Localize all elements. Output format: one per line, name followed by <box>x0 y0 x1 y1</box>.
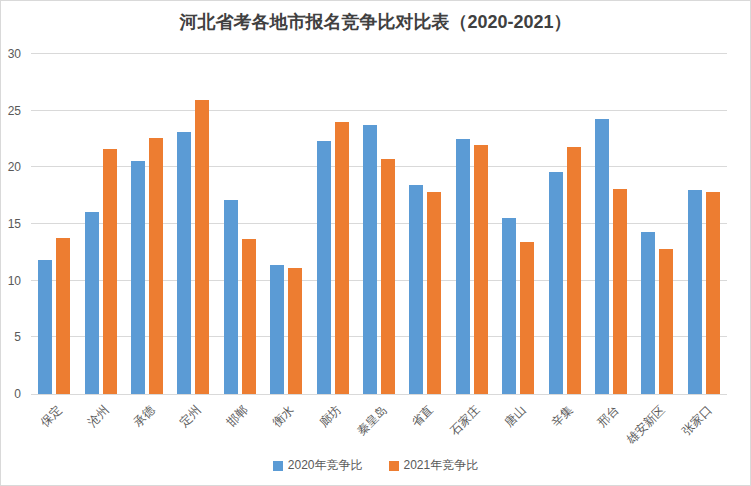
bar-group-雄安新区 <box>634 54 680 394</box>
bar-2020年竞争比-沧州 <box>85 212 99 394</box>
bar-group-沧州 <box>77 54 123 394</box>
legend: 2020年竞争比 2021年竞争比 <box>1 457 750 474</box>
x-tick-label-辛集: 辛集 <box>548 402 577 431</box>
x-tick-秦皇岛: 秦皇岛 <box>356 395 402 451</box>
bar-2020年竞争比-张家口 <box>688 190 702 394</box>
bar-group-邯郸 <box>217 54 263 394</box>
x-axis: 保定沧州承德定州邯郸衡水廊坊秦皇岛省直石家庄唐山辛集邢台雄安新区张家口 <box>31 395 727 451</box>
legend-swatch-2020-icon <box>273 461 283 471</box>
y-axis: 051015202530 <box>1 54 23 394</box>
y-tick-label-20: 20 <box>1 159 21 175</box>
bar-2021年竞争比-邢台 <box>613 189 627 394</box>
x-tick-省直: 省直 <box>402 395 448 451</box>
x-tick-承德: 承德 <box>124 395 170 451</box>
bar-2020年竞争比-邯郸 <box>224 200 238 394</box>
x-tick-label-邯郸: 邯郸 <box>223 402 252 431</box>
x-tick-定州: 定州 <box>170 395 216 451</box>
bar-2021年竞争比-辛集 <box>567 147 581 394</box>
x-tick-廊坊: 廊坊 <box>309 395 355 451</box>
legend-item-2020: 2020年竞争比 <box>273 457 363 474</box>
bar-2020年竞争比-唐山 <box>502 218 516 394</box>
bar-group-秦皇岛 <box>356 54 402 394</box>
x-tick-label-唐山: 唐山 <box>501 402 530 431</box>
x-tick-label-保定: 保定 <box>37 402 66 431</box>
x-tick-label-沧州: 沧州 <box>84 402 113 431</box>
x-tick-label-石家庄: 石家庄 <box>446 402 483 439</box>
chart-canvas: 河北省考各地市报名竞争比对比表（2020-2021） 051015202530 … <box>0 0 751 486</box>
bar-2020年竞争比-承德 <box>131 161 145 394</box>
bar-2021年竞争比-唐山 <box>520 242 534 394</box>
x-tick-唐山: 唐山 <box>495 395 541 451</box>
bar-group-邢台 <box>588 54 634 394</box>
x-tick-雄安新区: 雄安新区 <box>634 395 680 451</box>
y-tick-label-5: 5 <box>1 329 21 345</box>
bar-group-保定 <box>31 54 77 394</box>
x-tick-label-衡水: 衡水 <box>269 402 298 431</box>
y-tick-label-25: 25 <box>1 103 21 119</box>
x-tick-label-承德: 承德 <box>130 402 159 431</box>
legend-label-2021: 2021年竞争比 <box>404 457 479 474</box>
bar-2020年竞争比-辛集 <box>549 172 563 394</box>
bar-2021年竞争比-承德 <box>149 138 163 394</box>
bar-group-定州 <box>170 54 216 394</box>
x-tick-沧州: 沧州 <box>77 395 123 451</box>
x-tick-保定: 保定 <box>31 395 77 451</box>
bar-group-衡水 <box>263 54 309 394</box>
bar-2021年竞争比-定州 <box>195 100 209 394</box>
bar-group-承德 <box>124 54 170 394</box>
x-tick-石家庄: 石家庄 <box>449 395 495 451</box>
bar-2021年竞争比-石家庄 <box>474 145 488 394</box>
x-tick-衡水: 衡水 <box>263 395 309 451</box>
bar-2021年竞争比-省直 <box>427 192 441 394</box>
chart-title: 河北省考各地市报名竞争比对比表（2020-2021） <box>1 10 750 34</box>
bar-group-省直 <box>402 54 448 394</box>
bar-2020年竞争比-定州 <box>177 132 191 394</box>
x-tick-label-张家口: 张家口 <box>678 402 715 439</box>
bar-group-廊坊 <box>309 54 355 394</box>
bar-groups <box>31 54 727 394</box>
bar-2021年竞争比-廊坊 <box>335 122 349 394</box>
x-tick-label-廊坊: 廊坊 <box>316 402 345 431</box>
bar-2021年竞争比-保定 <box>56 238 70 394</box>
bar-2021年竞争比-沧州 <box>103 149 117 394</box>
y-tick-label-30: 30 <box>1 46 21 62</box>
bar-2020年竞争比-保定 <box>38 260 52 394</box>
y-tick-label-0: 0 <box>1 386 21 402</box>
bar-group-张家口 <box>681 54 727 394</box>
x-tick-label-省直: 省直 <box>408 402 437 431</box>
bar-group-石家庄 <box>449 54 495 394</box>
bar-2021年竞争比-衡水 <box>288 268 302 394</box>
legend-swatch-2021-icon <box>389 461 399 471</box>
legend-item-2021: 2021年竞争比 <box>389 457 479 474</box>
x-tick-label-邢台: 邢台 <box>594 402 623 431</box>
bar-group-辛集 <box>541 54 587 394</box>
bar-2020年竞争比-衡水 <box>270 265 284 394</box>
bar-2020年竞争比-秦皇岛 <box>363 125 377 394</box>
plot-area <box>31 54 727 395</box>
x-tick-邢台: 邢台 <box>588 395 634 451</box>
bar-2020年竞争比-邢台 <box>595 119 609 394</box>
y-tick-label-10: 10 <box>1 273 21 289</box>
bar-2020年竞争比-雄安新区 <box>641 232 655 394</box>
x-tick-辛集: 辛集 <box>541 395 587 451</box>
legend-label-2020: 2020年竞争比 <box>288 457 363 474</box>
bar-2020年竞争比-廊坊 <box>317 141 331 394</box>
bar-2021年竞争比-邯郸 <box>242 239 256 394</box>
x-tick-邯郸: 邯郸 <box>217 395 263 451</box>
bar-2021年竞争比-秦皇岛 <box>381 159 395 394</box>
bar-group-唐山 <box>495 54 541 394</box>
x-tick-label-秦皇岛: 秦皇岛 <box>354 402 391 439</box>
x-tick-label-定州: 定州 <box>176 402 205 431</box>
x-tick-张家口: 张家口 <box>681 395 727 451</box>
bar-2021年竞争比-雄安新区 <box>659 249 673 394</box>
bar-2020年竞争比-省直 <box>409 185 423 394</box>
y-tick-label-15: 15 <box>1 216 21 232</box>
bar-2021年竞争比-张家口 <box>706 192 720 394</box>
bar-2020年竞争比-石家庄 <box>456 139 470 394</box>
